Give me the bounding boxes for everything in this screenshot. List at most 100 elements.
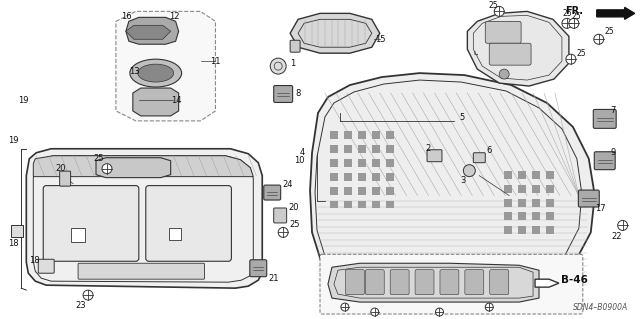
FancyBboxPatch shape bbox=[485, 21, 521, 43]
Circle shape bbox=[463, 165, 476, 177]
Ellipse shape bbox=[138, 64, 173, 82]
FancyBboxPatch shape bbox=[358, 131, 366, 139]
Text: 18: 18 bbox=[29, 256, 40, 265]
FancyBboxPatch shape bbox=[372, 145, 380, 153]
Polygon shape bbox=[116, 11, 216, 121]
FancyBboxPatch shape bbox=[330, 159, 338, 167]
FancyBboxPatch shape bbox=[386, 187, 394, 195]
FancyBboxPatch shape bbox=[386, 131, 394, 139]
FancyBboxPatch shape bbox=[12, 226, 23, 237]
FancyBboxPatch shape bbox=[440, 270, 459, 295]
FancyBboxPatch shape bbox=[546, 198, 554, 206]
FancyBboxPatch shape bbox=[344, 131, 352, 139]
FancyBboxPatch shape bbox=[546, 226, 554, 234]
FancyArrow shape bbox=[596, 7, 635, 19]
Text: 17: 17 bbox=[595, 204, 605, 213]
Text: SDN4–B0900A: SDN4–B0900A bbox=[573, 303, 628, 312]
Circle shape bbox=[278, 227, 288, 237]
Polygon shape bbox=[96, 158, 171, 178]
FancyBboxPatch shape bbox=[330, 173, 338, 181]
Polygon shape bbox=[467, 11, 569, 86]
Text: 25: 25 bbox=[289, 220, 300, 229]
FancyBboxPatch shape bbox=[38, 259, 54, 273]
FancyBboxPatch shape bbox=[532, 185, 540, 193]
Text: 16: 16 bbox=[121, 12, 131, 21]
Polygon shape bbox=[535, 279, 559, 287]
Text: 3: 3 bbox=[461, 176, 466, 185]
Text: 25: 25 bbox=[93, 154, 104, 163]
FancyBboxPatch shape bbox=[330, 131, 338, 139]
FancyBboxPatch shape bbox=[344, 159, 352, 167]
FancyBboxPatch shape bbox=[518, 198, 526, 206]
Text: 25: 25 bbox=[572, 12, 582, 21]
Text: 8: 8 bbox=[295, 88, 301, 98]
Text: 23: 23 bbox=[76, 300, 86, 309]
Text: 15: 15 bbox=[375, 35, 385, 44]
FancyBboxPatch shape bbox=[365, 270, 384, 295]
Text: 10: 10 bbox=[294, 156, 305, 165]
FancyBboxPatch shape bbox=[44, 186, 139, 261]
Text: B-46: B-46 bbox=[561, 275, 588, 285]
Circle shape bbox=[499, 69, 509, 79]
FancyBboxPatch shape bbox=[274, 85, 292, 102]
Polygon shape bbox=[33, 156, 253, 177]
Text: 9: 9 bbox=[611, 148, 616, 157]
FancyBboxPatch shape bbox=[518, 171, 526, 179]
FancyBboxPatch shape bbox=[504, 212, 512, 220]
FancyBboxPatch shape bbox=[489, 43, 531, 65]
Text: 1: 1 bbox=[290, 59, 296, 68]
FancyBboxPatch shape bbox=[344, 201, 352, 209]
FancyBboxPatch shape bbox=[274, 208, 287, 223]
FancyBboxPatch shape bbox=[504, 171, 512, 179]
Circle shape bbox=[569, 19, 579, 28]
FancyBboxPatch shape bbox=[532, 226, 540, 234]
Circle shape bbox=[83, 290, 93, 300]
FancyBboxPatch shape bbox=[290, 40, 300, 52]
Text: 5: 5 bbox=[460, 113, 465, 122]
FancyBboxPatch shape bbox=[264, 185, 281, 200]
FancyBboxPatch shape bbox=[346, 270, 364, 295]
Polygon shape bbox=[26, 149, 262, 288]
FancyBboxPatch shape bbox=[78, 263, 205, 279]
FancyBboxPatch shape bbox=[474, 153, 485, 163]
FancyBboxPatch shape bbox=[386, 145, 394, 153]
FancyBboxPatch shape bbox=[358, 187, 366, 195]
Text: FR.: FR. bbox=[565, 6, 583, 16]
Text: 13: 13 bbox=[129, 67, 140, 76]
FancyBboxPatch shape bbox=[344, 145, 352, 153]
FancyBboxPatch shape bbox=[427, 150, 442, 162]
FancyBboxPatch shape bbox=[579, 190, 599, 207]
Text: 11: 11 bbox=[211, 57, 221, 66]
FancyBboxPatch shape bbox=[546, 185, 554, 193]
FancyBboxPatch shape bbox=[593, 109, 616, 128]
Polygon shape bbox=[126, 25, 171, 39]
Circle shape bbox=[485, 303, 493, 311]
FancyBboxPatch shape bbox=[532, 171, 540, 179]
Circle shape bbox=[566, 54, 576, 64]
Text: L,: L, bbox=[474, 51, 479, 56]
FancyBboxPatch shape bbox=[358, 159, 366, 167]
FancyBboxPatch shape bbox=[504, 185, 512, 193]
Text: 25: 25 bbox=[605, 27, 614, 36]
Circle shape bbox=[435, 308, 444, 316]
FancyBboxPatch shape bbox=[386, 201, 394, 209]
Text: 7: 7 bbox=[611, 107, 616, 115]
Polygon shape bbox=[328, 263, 539, 302]
FancyBboxPatch shape bbox=[465, 270, 484, 295]
FancyBboxPatch shape bbox=[71, 228, 85, 242]
FancyBboxPatch shape bbox=[390, 270, 409, 295]
FancyBboxPatch shape bbox=[330, 201, 338, 209]
FancyBboxPatch shape bbox=[386, 173, 394, 181]
Text: 25: 25 bbox=[488, 1, 498, 10]
FancyBboxPatch shape bbox=[532, 212, 540, 220]
Polygon shape bbox=[133, 88, 179, 116]
FancyBboxPatch shape bbox=[250, 260, 267, 277]
Text: 20: 20 bbox=[55, 164, 66, 173]
Circle shape bbox=[562, 19, 572, 28]
FancyBboxPatch shape bbox=[358, 145, 366, 153]
FancyBboxPatch shape bbox=[330, 145, 338, 153]
FancyBboxPatch shape bbox=[372, 159, 380, 167]
Circle shape bbox=[494, 6, 504, 16]
Circle shape bbox=[341, 303, 349, 311]
Text: 20: 20 bbox=[288, 203, 299, 212]
